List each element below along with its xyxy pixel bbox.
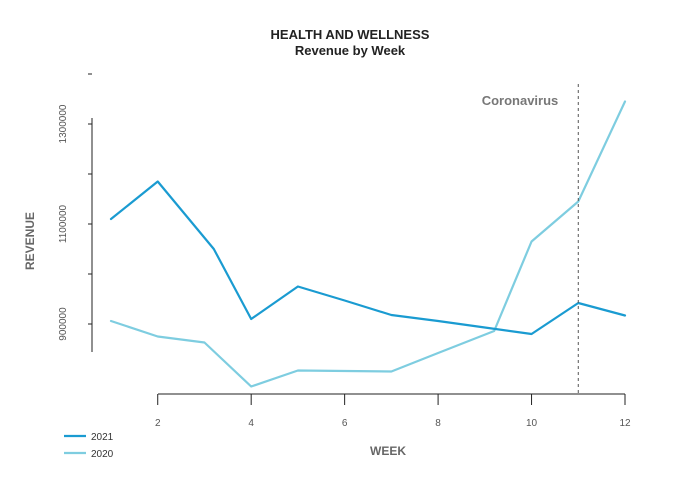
x-tick-label: 2 (155, 418, 161, 429)
legend: 2021 2020 (64, 432, 114, 460)
y-tick-label: 1300000 (58, 104, 69, 143)
x-tick-label: 10 (526, 418, 538, 429)
legend-label-2020: 2020 (91, 449, 114, 460)
y-tick-label: 1100000 (58, 204, 69, 243)
x-axis-ticks: 2 4 6 8 10 12 (155, 394, 631, 429)
x-tick-label: 6 (342, 418, 348, 429)
x-tick-label: 4 (248, 418, 254, 429)
y-axis-label: REVENUE (23, 212, 37, 270)
series-line-2020 (109, 100, 627, 388)
x-tick-label: 8 (435, 418, 441, 429)
x-axis-label: WEEK (370, 444, 406, 458)
legend-label-2021: 2021 (91, 432, 114, 443)
series-line-2021 (109, 180, 627, 336)
series-layer (109, 100, 627, 388)
coronavirus-annotation: Coronavirus (482, 93, 559, 108)
y-tick-label: 900000 (58, 307, 69, 341)
y-axis-ticks: 900000 1100000 1300000 (58, 73, 92, 341)
chart-subtitle: Revenue by Week (295, 43, 406, 58)
x-tick-label: 12 (619, 418, 631, 429)
chart-title: HEALTH AND WELLNESS (271, 27, 430, 42)
